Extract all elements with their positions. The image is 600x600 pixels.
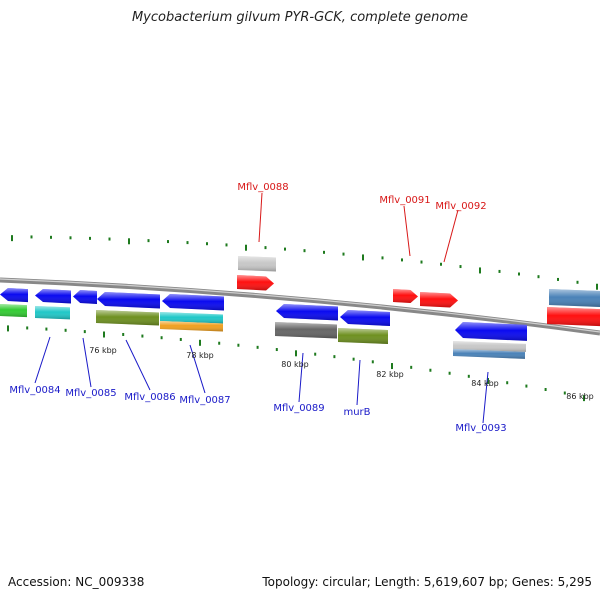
accession-text: Accession: NC_009338: [8, 575, 145, 589]
genome-backbone: [0, 277, 600, 336]
gene-leader-line: [403, 205, 411, 257]
gene-shading: [340, 310, 390, 326]
gene-shading: [160, 312, 223, 324]
gene-leader-line: [443, 209, 459, 263]
gene-label[interactable]: Mflv_0088: [237, 182, 288, 193]
scale-label: 84 kbp: [471, 379, 499, 388]
map-title: Mycobacterium gilvum PYR-GCK, complete g…: [131, 10, 469, 25]
gene-shading: [73, 290, 97, 304]
gene-shading: [547, 307, 600, 327]
scale-label: 80 kbp: [281, 360, 309, 369]
gene-label[interactable]: Mflv_0086: [124, 392, 175, 403]
gene-shading: [35, 289, 71, 304]
gene-shading: [420, 292, 458, 308]
gene-label[interactable]: Mflv_0089: [273, 403, 324, 414]
gene-shading: [160, 321, 223, 332]
genome-summary-text: Topology: circular; Length: 5,619,607 bp…: [262, 575, 592, 589]
gene-shading: [0, 288, 28, 303]
gene-leader-line: [298, 352, 304, 403]
gene-shading: [35, 306, 70, 320]
ticks-inner: [7, 325, 585, 402]
gene-shading: [237, 275, 274, 291]
ticks-outer: [11, 235, 598, 290]
gene-leader-line: [356, 359, 361, 406]
gene-leader-line: [125, 339, 151, 391]
gene-shading: [338, 328, 388, 344]
gene-shading: [393, 289, 418, 303]
gene-shading: [455, 322, 527, 341]
gene-shading: [0, 304, 27, 318]
gene-label[interactable]: Mflv_0087: [179, 395, 230, 406]
gene-shading: [97, 292, 160, 309]
gene-leader-line: [482, 371, 489, 424]
scale-label: 78 kbp: [186, 351, 214, 360]
scale-label: 82 kbp: [376, 370, 404, 379]
scale-label: 76 kbp: [89, 346, 117, 355]
gene-shading: [453, 349, 525, 359]
gene-leader-line: [34, 336, 51, 384]
scale-label: 86 kbp: [566, 392, 594, 401]
gene-label[interactable]: murB: [343, 407, 370, 418]
gene-label[interactable]: Mflv_0093: [455, 423, 506, 434]
gene-label[interactable]: Mflv_0084: [9, 385, 60, 396]
gene-label[interactable]: Mflv_0092: [435, 201, 486, 212]
gene-shading: [453, 341, 526, 352]
gene-leader-line: [189, 344, 206, 394]
gene-leader-line: [258, 192, 263, 243]
gene-leader-line: [82, 337, 92, 388]
gene-shading: [549, 289, 600, 308]
gene-shading: [96, 310, 159, 326]
gene-shading: [238, 256, 276, 272]
gene-shading: [276, 304, 338, 321]
gene-shading: [162, 294, 224, 311]
gene-label[interactable]: Mflv_0085: [65, 388, 116, 399]
gene-label[interactable]: Mflv_0091: [379, 195, 430, 206]
genome-backbone-highlight: [0, 278, 600, 333]
gene-shading: [275, 322, 337, 339]
